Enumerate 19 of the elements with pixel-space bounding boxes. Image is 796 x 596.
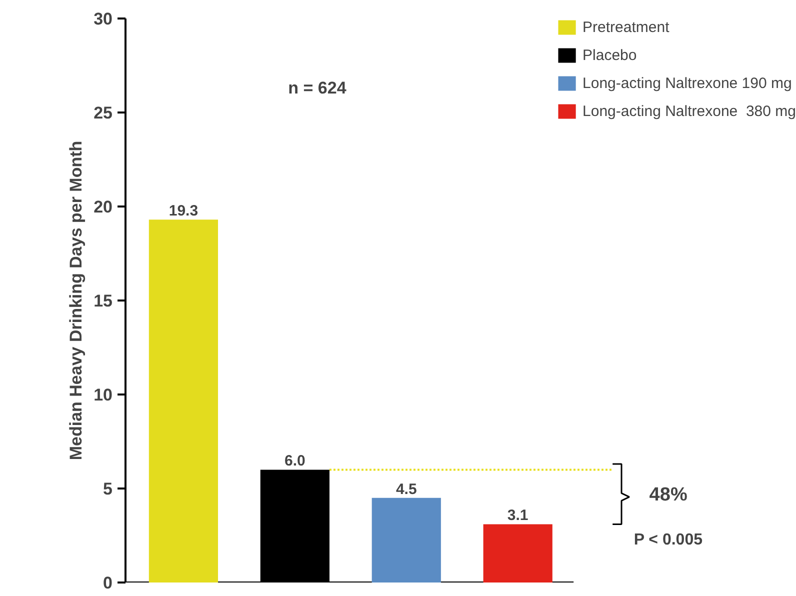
y-tick-label: 10 bbox=[94, 386, 113, 404]
legend-label: Long-acting Naltrexone 380 mg bbox=[582, 102, 796, 120]
data-label: 6.0 bbox=[284, 452, 306, 470]
legend-label: Placebo bbox=[582, 46, 637, 64]
y-tick-label: 5 bbox=[103, 480, 113, 498]
legend-label: Pretreatment bbox=[582, 18, 670, 36]
data-label: 3.1 bbox=[507, 507, 528, 524]
annotation: n = 624 bbox=[288, 78, 347, 98]
y-axis-title: Median Heavy Drinking Days per Month bbox=[66, 140, 86, 460]
y-tick-label: 20 bbox=[94, 198, 113, 216]
y-tick-label: 25 bbox=[94, 104, 113, 122]
legend-label: Long-acting Naltrexone 190 mg bbox=[582, 74, 792, 92]
y-tick-label: 15 bbox=[94, 292, 113, 310]
y-tick-label: 0 bbox=[103, 574, 113, 592]
text: 48% bbox=[649, 484, 688, 506]
data-label: 19.3 bbox=[168, 202, 198, 220]
text: P < 0.005 bbox=[634, 532, 703, 549]
y-tick-label: 30 bbox=[94, 10, 113, 28]
data-label: 4.5 bbox=[396, 480, 417, 498]
